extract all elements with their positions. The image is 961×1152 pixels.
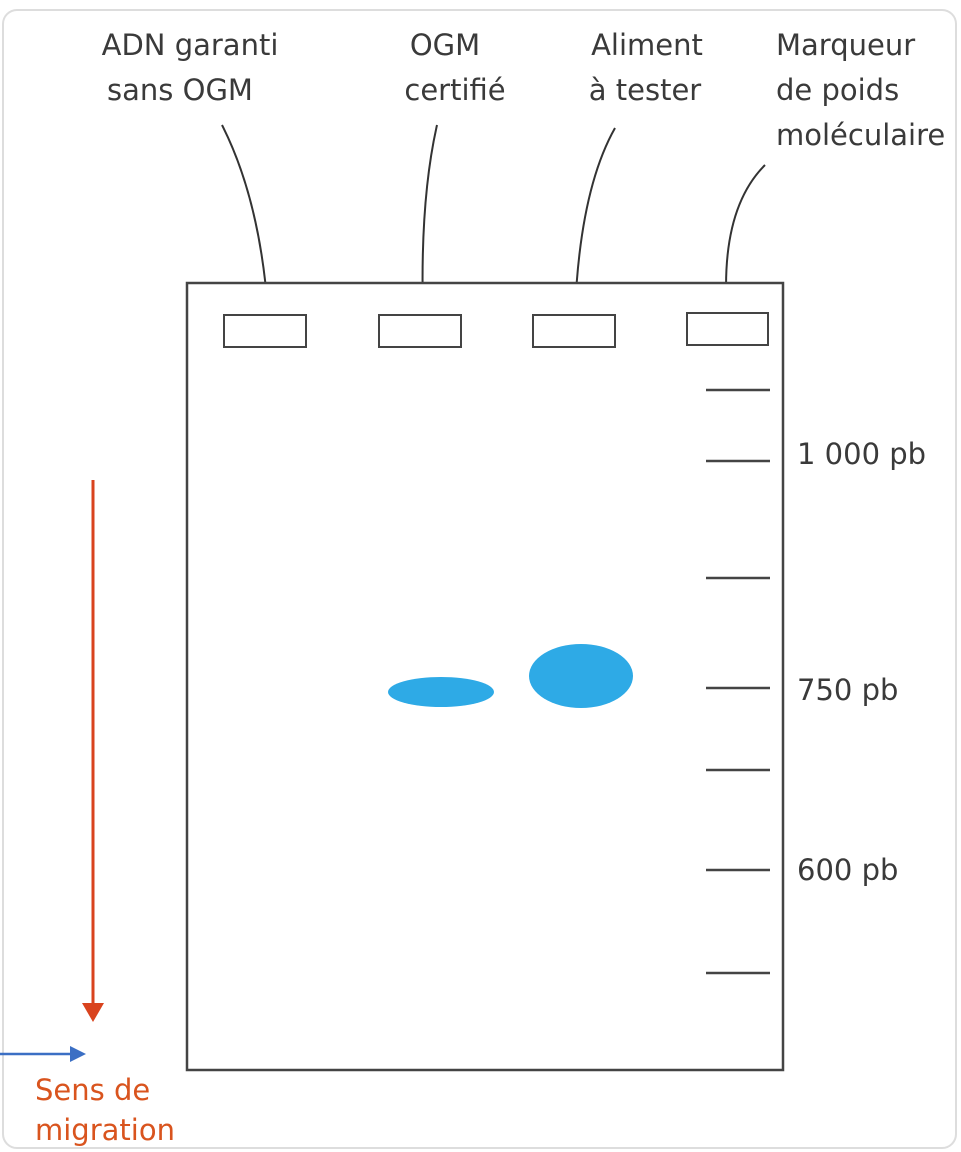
lane-label: moléculaire [776, 118, 945, 152]
lane-label: Marqueur [776, 28, 915, 62]
lane-label: Aliment [591, 28, 703, 62]
lane-label: ADN garanti [102, 28, 279, 62]
marker-label: 750 pb [797, 673, 898, 707]
marker-label: 600 pb [797, 853, 898, 887]
migration-label: Sens de [35, 1073, 150, 1107]
migration-label: migration [35, 1113, 175, 1147]
band [529, 644, 633, 708]
lane-label: sans OGM [107, 73, 253, 107]
lane-label: à tester [589, 73, 702, 107]
lane-label: OGM [410, 28, 480, 62]
page: {"lanes": [ {"label_lines": ["ADN garant… [0, 0, 961, 1152]
lane-label: certifié [404, 73, 505, 107]
band [388, 677, 494, 707]
diagram: ADN garanti sans OGM OGM certifié Alimen… [0, 0, 961, 1152]
gel [187, 283, 783, 1070]
marker-label: 1 000 pb [797, 437, 926, 471]
lane-label: de poids [776, 73, 899, 107]
